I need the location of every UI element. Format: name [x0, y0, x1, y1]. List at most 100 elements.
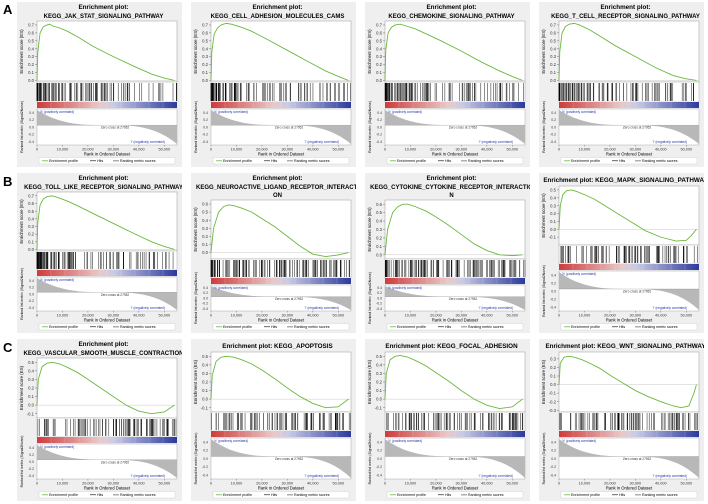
legend-ranking-metric: Ranking metric scores	[120, 493, 156, 497]
es-ytick-label: 0.2	[550, 365, 556, 370]
legend-box	[212, 323, 350, 331]
hits-area	[558, 81, 700, 103]
legend-enrichment-profile: Enrichment profile	[49, 493, 78, 497]
zero-cross-label: Zero cross at 27952	[623, 457, 652, 461]
x-tick-label: 20,000	[604, 314, 616, 318]
es-ytick-label: 0.6	[202, 30, 208, 35]
negative-label: 'l' (negatively correlated)	[479, 474, 513, 478]
ranking-bar	[559, 264, 699, 270]
metric-ytick-label: 0.0	[203, 457, 208, 461]
legend-box	[38, 323, 176, 331]
es-ytick-label: -0.1	[375, 405, 383, 410]
es-ytick-label: 0.2	[202, 380, 208, 385]
es-ytick-label: 0.4	[28, 216, 34, 221]
es-ytick-label: 0.1	[202, 70, 208, 75]
legend-enrichment-profile: Enrichment profile	[223, 493, 252, 497]
zero-cross-label: Zero cross at 27952	[101, 293, 130, 297]
es-axis-label: Enrichment score (ES)	[193, 359, 198, 404]
metric-ytick-label: 0.2	[551, 118, 556, 122]
es-ytick-label: 0.4	[376, 219, 382, 224]
es-ytick-label: 0.1	[28, 394, 34, 399]
x-tick-label: 40,000	[307, 314, 319, 318]
es-ytick-label: 0.7	[550, 23, 556, 28]
ranking-metric-fill	[385, 439, 525, 478]
x-tick-label: 50,000	[158, 482, 170, 486]
legend-ranking-metric: Ranking metric scores	[642, 493, 678, 497]
es-ytick-label: 0.1	[376, 70, 382, 75]
positive-label: 'h' (positively correlated)	[40, 445, 74, 449]
es-ytick-label: 0.2	[376, 236, 382, 241]
enrichment-plot-12: Enrichment plot: KEGG_WNT_SIGNALING_PATH…	[539, 339, 704, 501]
negative-label: 'l' (negatively correlated)	[479, 306, 513, 310]
es-ytick-label: 0.1	[376, 388, 382, 393]
metric-ytick-label: -0.2	[550, 465, 556, 469]
negative-label: 'l' (negatively correlated)	[653, 306, 687, 310]
x-tick-label: 30,000	[282, 314, 294, 318]
x-axis-label: Rank in Ordered Dataset	[258, 318, 305, 323]
x-axis-label: Rank in Ordered Dataset	[432, 486, 479, 491]
legend-ranking-metric: Ranking metric scores	[120, 159, 156, 163]
legend-box	[38, 491, 176, 499]
hits-area	[210, 411, 352, 432]
metric-ytick-label: 0.4	[203, 441, 208, 445]
legend-enrichment-profile: Enrichment profile	[49, 325, 78, 329]
metric-ytick-label: -0.4	[376, 473, 382, 477]
legend-hits: Hits	[445, 159, 451, 163]
es-ytick-label: 0.4	[202, 46, 208, 51]
legend-hits: Hits	[271, 159, 277, 163]
x-axis-label: Rank in Ordered Dataset	[84, 486, 131, 491]
x-axis-label: Rank in Ordered Dataset	[606, 486, 653, 491]
legend-box	[560, 323, 698, 331]
zero-cross-label: Zero cross at 27952	[449, 126, 478, 130]
row-label-a: A	[3, 2, 13, 17]
legend-enrichment-profile: Enrichment profile	[397, 159, 426, 163]
metric-ytick-label: -0.2	[28, 299, 34, 303]
plot-subtitle: KEGG_VASCULAR_SMOOTH_MUSCLE_CONTRACTION	[24, 351, 182, 357]
legend-box	[212, 491, 350, 499]
es-ytick-label: 0.2	[550, 211, 556, 216]
positive-label: 'h' (positively correlated)	[40, 278, 74, 282]
plot-subtitle: KEGG_JAK_STAT_SIGNALING_PATHWAY	[44, 14, 164, 20]
es-ytick-label: 0.1	[550, 70, 556, 75]
legend-enrichment-profile: Enrichment profile	[571, 159, 600, 163]
legend-ranking-metric: Ranking metric scores	[294, 325, 330, 329]
es-axis-label: Enrichment score (ES)	[19, 29, 24, 74]
es-ytick-label: 0.7	[376, 23, 382, 28]
es-ytick-label: 0.1	[28, 70, 34, 75]
metric-ytick-label: 0.0	[203, 296, 208, 300]
x-tick-label: 10,000	[579, 314, 591, 318]
ranking-bar	[385, 278, 525, 284]
es-ytick-label: 0.0	[550, 227, 556, 232]
es-ytick-label: -0.1	[201, 405, 209, 410]
x-tick-label: 20,000	[82, 148, 94, 152]
plot-title: Enrichment plot:	[426, 175, 476, 182]
metric-ytick-label: 0.4	[377, 286, 382, 290]
es-ytick-label: 0.1	[202, 242, 208, 247]
negative-label: 'l' (negatively correlated)	[131, 306, 165, 310]
es-ytick-label: 0.3	[376, 371, 382, 376]
x-tick-label: 20,000	[604, 482, 616, 486]
positive-label: 'h' (positively correlated)	[562, 272, 596, 276]
negative-label: 'l' (negatively correlated)	[131, 140, 165, 144]
es-ytick-label: 0.5	[376, 354, 382, 359]
es-ytick-label: 0.5	[28, 360, 34, 365]
es-axis-label: Enrichment score (ES)	[541, 29, 546, 74]
enrichment-plot-3: Enrichment plot: KEGG_CHEMOKINE_SIGNALING…	[365, 2, 530, 167]
metric-ytick-label: -0.4	[550, 140, 556, 144]
metric-axis-label: Ranked list metric (Signal2Noise)	[368, 433, 372, 485]
es-ytick-label: 0.0	[202, 397, 208, 402]
es-ytick-label: 0.6	[376, 30, 382, 35]
metric-ytick-label: 0.4	[203, 111, 208, 115]
enrichment-plot-9: Enrichment plot: KEGG_VASCULAR_SMOOTH_MUS…	[17, 339, 182, 501]
ranking-bar	[37, 270, 177, 276]
positive-label: 'h' (positively correlated)	[214, 439, 248, 443]
zero-cross-label: Zero cross at 27952	[101, 126, 130, 130]
es-ytick-label: 0.2	[28, 386, 34, 391]
zero-cross-label: Zero cross at 27952	[449, 457, 478, 461]
positive-label: 'h' (positively correlated)	[40, 110, 74, 114]
negative-label: 'l' (negatively correlated)	[653, 140, 687, 144]
x-tick-label: 0	[210, 148, 212, 152]
x-tick-label: 30,000	[456, 482, 468, 486]
es-plot-area	[36, 357, 178, 419]
metric-ytick-label: 0.0	[29, 292, 34, 296]
